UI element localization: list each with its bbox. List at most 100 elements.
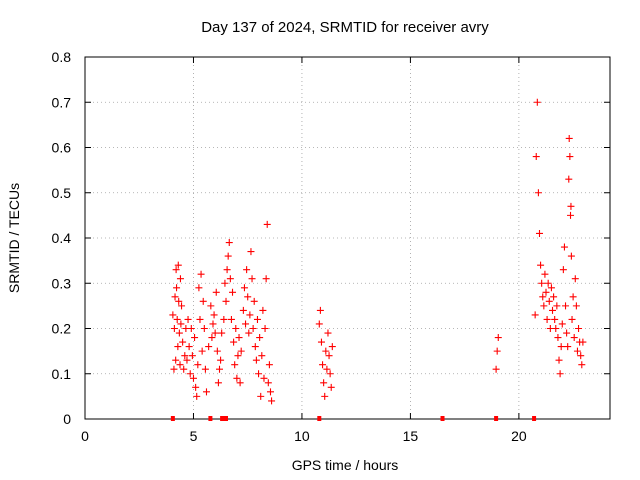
data-point: [211, 329, 219, 337]
y-tick-label: 0.1: [52, 366, 72, 382]
data-point: [261, 325, 269, 332]
data-point: [169, 311, 177, 319]
data-point: [262, 275, 270, 283]
y-tick-label: 0.6: [52, 140, 72, 156]
data-point: [555, 356, 563, 364]
data-point: [265, 361, 273, 369]
data-point: [216, 365, 224, 373]
data-point: [170, 365, 178, 373]
data-point: [197, 270, 205, 278]
x-tick-label: 0: [81, 428, 89, 444]
y-tick-label: 0.8: [52, 49, 72, 65]
data-point: [263, 220, 271, 228]
data-point: [315, 320, 323, 328]
data-point: [246, 311, 254, 319]
data-point: [559, 266, 567, 274]
x-tick-label: 15: [403, 428, 419, 444]
data-point: [567, 211, 575, 219]
data-point: [221, 279, 229, 287]
data-point: [174, 261, 182, 269]
data-point: [234, 352, 242, 360]
data-point: [573, 347, 581, 355]
x-tick-labels: 0 5 10 15 20: [81, 428, 527, 444]
data-point: [537, 261, 545, 269]
data-point: [245, 329, 253, 337]
data-point: [184, 315, 192, 323]
data-point: [532, 153, 540, 161]
data-point: [172, 266, 180, 274]
y-tick-labels: 0 0.1 0.2 0.3 0.4 0.5 0.6 0.7 0.8: [52, 49, 72, 427]
data-point: [549, 306, 557, 314]
data-point: [225, 239, 233, 247]
data-point: [571, 275, 579, 283]
data-point: [191, 334, 199, 342]
data-point: [200, 325, 208, 332]
data-point: [319, 361, 327, 369]
data-point: [543, 315, 551, 323]
data-point: [567, 252, 575, 260]
data-point: [186, 370, 194, 378]
data-point: [247, 248, 255, 256]
data-point: [492, 365, 500, 373]
data-point: [551, 315, 559, 323]
data-point: [554, 334, 562, 342]
data-point: [557, 343, 565, 351]
data-point: [199, 297, 207, 305]
data-point: [196, 315, 204, 323]
data-point: [235, 334, 243, 342]
data-point: [322, 347, 330, 355]
data-point: [193, 392, 201, 400]
data-point: [240, 284, 248, 292]
zero-level-mark: [532, 416, 537, 421]
data-point: [266, 388, 274, 396]
data-point: [183, 356, 191, 364]
data-point: [321, 392, 329, 400]
data-point: [244, 293, 252, 301]
data-point: [569, 293, 577, 301]
data-point: [175, 329, 183, 337]
data-point: [175, 297, 183, 305]
data-point: [566, 153, 574, 161]
plot-frame: [84, 56, 611, 420]
data-point: [316, 306, 324, 314]
data-point: [558, 320, 566, 328]
data-point: [178, 302, 186, 310]
data-point: [540, 302, 548, 310]
y-tick-label: 0: [63, 411, 71, 427]
data-point: [542, 288, 550, 296]
data-point: [568, 315, 576, 323]
data-point: [202, 388, 210, 396]
data-point: [209, 320, 217, 328]
data-point: [579, 338, 587, 346]
data-point: [570, 334, 578, 342]
data-point: [539, 293, 547, 301]
data-point: [170, 325, 178, 332]
data-point: [256, 334, 264, 342]
data-point: [208, 334, 216, 342]
data-point: [218, 329, 226, 337]
data-point: [210, 311, 218, 319]
data-point: [541, 270, 549, 278]
data-point: [250, 297, 258, 305]
data-point: [563, 329, 571, 337]
axis-ticks: [84, 56, 610, 420]
y-tick-label: 0.7: [52, 94, 72, 110]
data-point: [544, 279, 552, 287]
data-point: [328, 343, 336, 351]
data-point: [268, 397, 276, 405]
data-point: [533, 98, 541, 106]
data-point: [224, 252, 232, 260]
data-point: [212, 288, 220, 296]
data-point: [194, 361, 202, 369]
data-point: [534, 189, 542, 197]
data-point: [259, 306, 267, 314]
data-point: [578, 361, 586, 369]
data-point: [227, 315, 235, 323]
data-point: [545, 297, 553, 305]
data-point: [192, 383, 200, 391]
data-point: [553, 302, 561, 310]
data-point: [181, 352, 189, 360]
data-point: [223, 266, 231, 274]
zero-level-mark: [440, 416, 445, 421]
